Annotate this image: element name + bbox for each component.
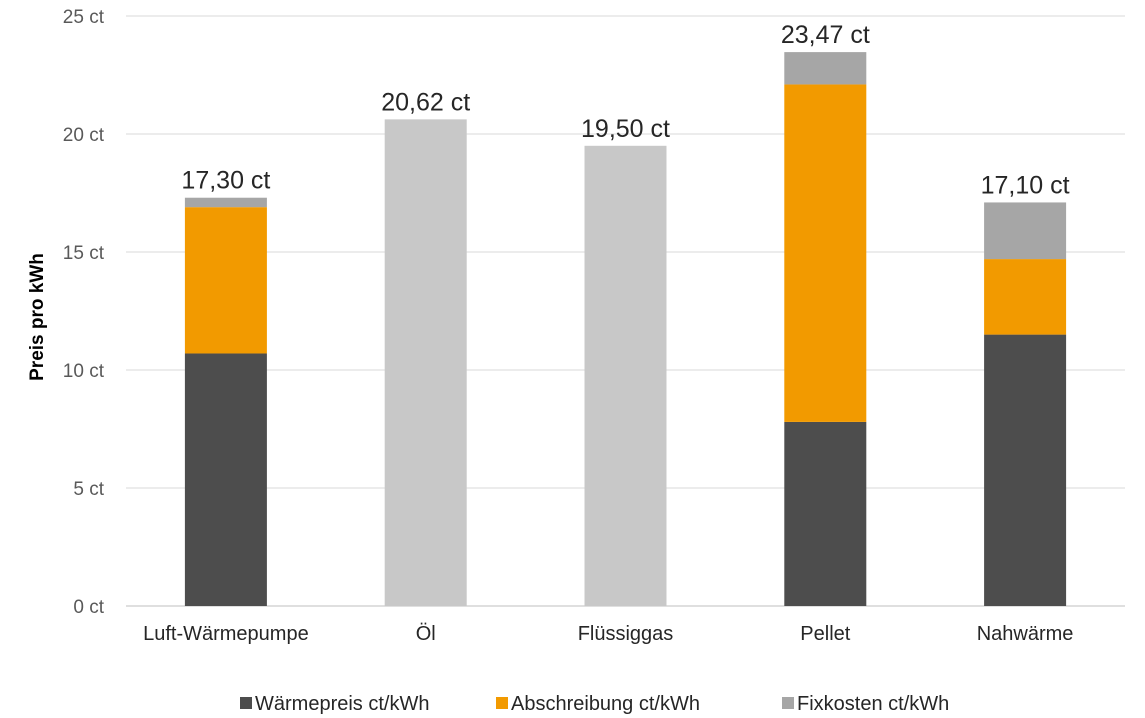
y-tick-label: 10 ct — [63, 361, 105, 382]
legend-swatch — [782, 697, 794, 709]
legend-label: Fixkosten ct/kWh — [797, 693, 949, 715]
y-tick-labels: 0 ct 5 ct 10 ct 15 ct 20 ct 25 ct — [63, 7, 105, 618]
data-label: 23,47 ct — [781, 21, 870, 49]
bar-total — [584, 145, 667, 607]
data-label: 20,62 ct — [381, 88, 470, 116]
bar-segment — [184, 353, 267, 606]
bar-segment — [784, 52, 867, 85]
data-label: 17,30 ct — [181, 167, 270, 195]
legend: Wärmepreis ct/kWh Abschreibung ct/kWh Fixk… — [240, 693, 949, 715]
y-tick-label: 20 ct — [63, 125, 105, 146]
bar-segment — [184, 207, 267, 354]
category-label: Öl — [416, 623, 436, 645]
data-labels: 17,30 ct 20,62 ct 19,50 ct 23,47 ct 17,10 ct — [181, 21, 1069, 199]
legend-swatch — [496, 697, 508, 709]
category-label: Pellet — [800, 623, 850, 645]
y-tick-label: 15 ct — [63, 243, 105, 264]
bar-segment — [184, 197, 267, 208]
bar-segment — [784, 421, 867, 606]
category-label: Nahwärme — [977, 623, 1074, 645]
legend-label: Abschreibung ct/kWh — [511, 693, 700, 715]
category-label: Flüssiggas — [578, 623, 674, 645]
bar-segment — [984, 202, 1067, 260]
data-label: 17,10 ct — [981, 171, 1070, 199]
y-tick-label: 0 ct — [73, 597, 104, 618]
bar-segment — [984, 259, 1067, 335]
bar-total — [384, 119, 467, 607]
legend-label: Wärmepreis ct/kWh — [255, 693, 429, 715]
y-tick-label: 25 ct — [63, 7, 105, 28]
data-label: 19,50 ct — [581, 115, 670, 143]
legend-swatch — [240, 697, 252, 709]
bar-segment — [984, 334, 1067, 606]
y-axis-title: Preis pro kWh — [27, 253, 48, 381]
bars — [184, 52, 1067, 607]
bar-segment — [784, 84, 867, 422]
category-labels: Luft-Wärmepumpe Öl Flüssiggas Pellet Nahwärm… — [143, 623, 1073, 645]
y-tick-label: 5 ct — [73, 479, 104, 500]
category-label: Luft-Wärmepumpe — [143, 623, 309, 645]
